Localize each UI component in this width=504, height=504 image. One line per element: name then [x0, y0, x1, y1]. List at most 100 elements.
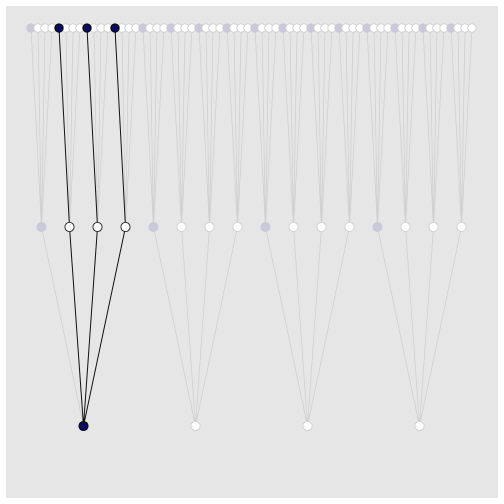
- edge-leaf-mid: [461, 27, 466, 228]
- edge-leaf-mid: [461, 27, 473, 228]
- edge-mid-root: [405, 226, 420, 427]
- edge-leaf-mid: [377, 27, 389, 228]
- edge-leaf-mid: [41, 27, 46, 228]
- leaf-node: [82, 23, 92, 33]
- edge-mid-root: [377, 226, 420, 427]
- mid-node: [232, 221, 243, 233]
- edge-leaf-mid: [125, 27, 137, 228]
- edge-mid-root: [293, 226, 308, 427]
- edge-mid-root: [153, 226, 196, 427]
- mid-node: [148, 221, 159, 233]
- root-node: [414, 420, 425, 432]
- edge-leaf-mid: [149, 27, 154, 228]
- edge-leaf-mid: [237, 27, 242, 228]
- edge-mid-root: [69, 226, 84, 427]
- edge-leaf-mid: [65, 27, 70, 228]
- leaf-node: [467, 23, 477, 33]
- edge-leaf-mid: [433, 27, 445, 228]
- edge-mid-root: [195, 226, 210, 427]
- edge-leaf-mid: [321, 27, 333, 228]
- edge-leaf-mid: [209, 27, 214, 228]
- edge-mid-root: [83, 226, 98, 427]
- edge-leaf-mid: [401, 27, 406, 228]
- edge-leaf-mid: [226, 27, 238, 228]
- edge-leaf-mid: [405, 27, 417, 228]
- edge-leaf-mid: [321, 27, 326, 228]
- edge-leaf-mid: [405, 27, 410, 228]
- edge-leaf-mid: [177, 27, 182, 228]
- edge-leaf-mid: [114, 27, 126, 228]
- edge-leaf-mid: [30, 27, 42, 228]
- edge-leaf-mid: [69, 27, 74, 228]
- mid-node: [64, 221, 75, 233]
- edge-leaf-mid: [69, 27, 81, 228]
- edge-mid-root: [419, 226, 434, 427]
- edge-leaf-mid: [261, 27, 266, 228]
- edge-leaf-mid: [282, 27, 294, 228]
- leaf-node: [110, 23, 120, 33]
- edge-leaf-mid: [205, 27, 210, 228]
- edge-leaf-mid: [86, 27, 98, 228]
- mid-node: [36, 221, 47, 233]
- plot-panel: [6, 6, 498, 498]
- root-node: [190, 420, 201, 432]
- edge-leaf-mid: [37, 27, 42, 228]
- edge-leaf-mid: [394, 27, 406, 228]
- root-node: [78, 420, 89, 432]
- edge-leaf-mid: [121, 27, 126, 228]
- edge-leaf-mid: [153, 27, 158, 228]
- edge-mid-root: [83, 226, 126, 427]
- edge-layer: [30, 27, 473, 427]
- edge-leaf-mid: [293, 27, 305, 228]
- mid-node: [316, 221, 327, 233]
- edge-leaf-mid: [97, 27, 102, 228]
- edge-leaf-mid: [97, 27, 109, 228]
- edge-leaf-mid: [289, 27, 294, 228]
- edge-mid-root: [41, 226, 84, 427]
- edge-leaf-mid: [153, 27, 165, 228]
- edge-leaf-mid: [198, 27, 210, 228]
- edge-leaf-mid: [293, 27, 298, 228]
- edge-leaf-mid: [58, 27, 70, 228]
- edge-leaf-mid: [345, 27, 350, 228]
- root-node: [302, 420, 313, 432]
- edge-leaf-mid: [450, 27, 462, 228]
- edge-leaf-mid: [93, 27, 98, 228]
- edge-leaf-mid: [317, 27, 322, 228]
- edge-leaf-mid: [125, 27, 130, 228]
- edge-mid-root: [195, 226, 238, 427]
- edge-leaf-mid: [209, 27, 221, 228]
- edge-leaf-mid: [310, 27, 322, 228]
- edge-mid-root: [307, 226, 322, 427]
- edge-leaf-mid: [429, 27, 434, 228]
- mid-node: [456, 221, 467, 233]
- mid-node: [288, 221, 299, 233]
- edge-leaf-mid: [349, 27, 361, 228]
- edge-leaf-mid: [170, 27, 182, 228]
- edge-leaf-mid: [338, 27, 350, 228]
- edge-leaf-mid: [265, 27, 270, 228]
- edge-leaf-mid: [181, 27, 186, 228]
- mid-node: [260, 221, 271, 233]
- edge-leaf-mid: [457, 27, 462, 228]
- edge-leaf-mid: [265, 27, 277, 228]
- edge-leaf-mid: [142, 27, 154, 228]
- mid-node: [120, 221, 131, 233]
- mid-node: [400, 221, 411, 233]
- edge-mid-root: [265, 226, 308, 427]
- edge-leaf-mid: [422, 27, 434, 228]
- mid-node: [372, 221, 383, 233]
- edge-leaf-mid: [373, 27, 378, 228]
- mid-node: [428, 221, 439, 233]
- edge-mid-root: [419, 226, 462, 427]
- edge-leaf-mid: [349, 27, 354, 228]
- mid-node: [204, 221, 215, 233]
- edge-mid-root: [307, 226, 350, 427]
- edge-leaf-mid: [254, 27, 266, 228]
- edge-leaf-mid: [181, 27, 193, 228]
- edge-leaf-mid: [41, 27, 53, 228]
- mid-node: [176, 221, 187, 233]
- edge-leaf-mid: [366, 27, 378, 228]
- mid-node: [92, 221, 103, 233]
